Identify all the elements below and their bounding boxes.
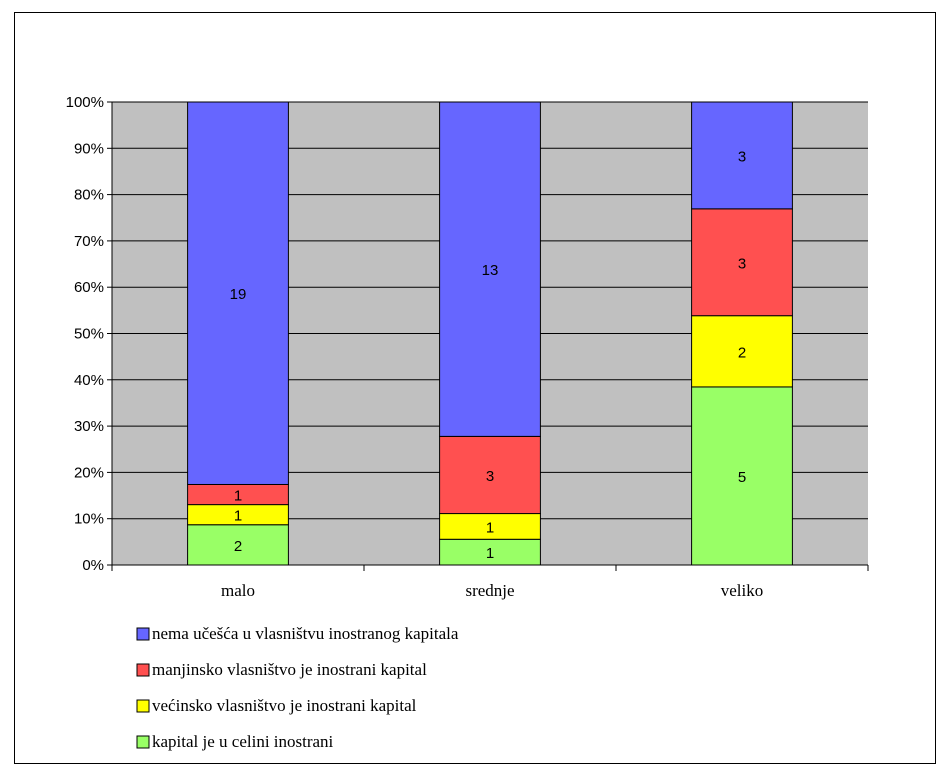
legend-swatch <box>136 627 150 641</box>
y-tick-label: 30% <box>74 418 104 435</box>
legend-label: nema učešća u vlasništvu inostranog kapi… <box>152 624 459 643</box>
y-tick-label: 60% <box>74 279 104 296</box>
y-tick-label: 80% <box>74 187 104 204</box>
x-axis-ticks: malo srednje veliko <box>111 565 869 600</box>
axes <box>111 102 868 566</box>
bar-segment <box>439 513 541 540</box>
data-label: 3 <box>738 255 746 272</box>
y-tick-label: 50% <box>74 326 104 343</box>
y-tick-label: 0% <box>82 557 104 574</box>
data-label: 3 <box>738 148 746 165</box>
data-label: 1 <box>486 545 494 562</box>
data-label: 5 <box>738 469 746 486</box>
bar-segment <box>691 101 793 210</box>
legend-swatch <box>136 735 150 749</box>
legend-label: manjinsko vlasništvo je inostrani kapita… <box>152 660 427 679</box>
y-tick-label: 20% <box>74 464 104 481</box>
y-tick-label: 40% <box>74 372 104 389</box>
legend-label: većinsko vlasništvo je inostrani kapital <box>152 696 417 715</box>
bar-segment <box>187 101 289 485</box>
bar-segment <box>439 435 541 515</box>
data-label: 19 <box>230 286 247 303</box>
legend-label: kapital je u celini inostrani <box>152 732 334 751</box>
legend: nema učešća u vlasništvu inostranog kapi… <box>136 624 459 751</box>
bar-segment <box>691 315 793 388</box>
legend-swatch <box>136 699 150 713</box>
y-axis-ticks: 0% 10% 20% 30% 40% 50% 60% 70% 80% 90% 100% <box>66 94 112 574</box>
bar-segment <box>439 101 541 437</box>
y-tick-label: 70% <box>74 233 104 250</box>
data-label: 2 <box>234 538 242 555</box>
y-tick-label: 100% <box>66 94 104 111</box>
data-label: 13 <box>482 262 499 279</box>
bar-segment <box>691 208 793 317</box>
legend-swatch <box>136 663 150 677</box>
data-label: 1 <box>486 519 494 536</box>
bar-segment <box>187 524 289 566</box>
data-label: 1 <box>234 508 242 525</box>
category-label: veliko <box>721 581 764 600</box>
category-label: srednje <box>465 581 514 600</box>
category-label: malo <box>221 581 255 600</box>
y-tick-label: 10% <box>74 511 104 528</box>
data-label: 3 <box>486 468 494 485</box>
data-label: 1 <box>234 488 242 505</box>
bar-segment <box>691 386 793 566</box>
y-tick-label: 90% <box>74 140 104 157</box>
data-label: 2 <box>738 344 746 361</box>
